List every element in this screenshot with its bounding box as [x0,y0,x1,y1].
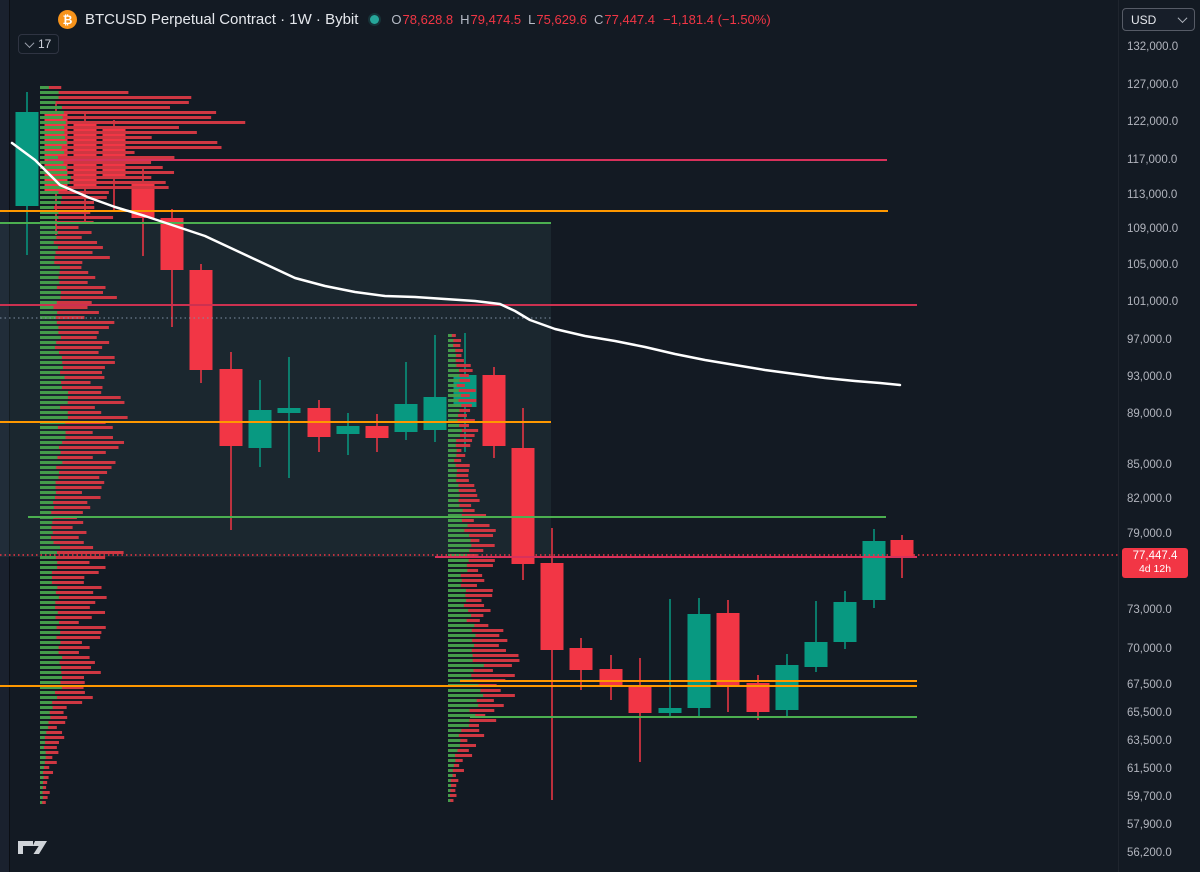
candle-down[interactable] [482,367,506,458]
price-tick: 57,900.0 [1127,819,1172,831]
candle-down[interactable] [599,655,623,700]
price-tick: 79,000.0 [1127,528,1172,540]
candle-down[interactable] [365,414,389,452]
candle-down[interactable] [716,600,740,712]
price-axis[interactable]: USD 132,000.0 127,000.0 122,000.0 117,000.0… [1118,0,1200,872]
price-tick: 56,200.0 [1127,847,1172,859]
price-tick: 67,500.0 [1127,679,1172,691]
volume-profile-left [40,86,246,804]
candle-up[interactable] [658,599,682,718]
bar-close-countdown: 4d 12h [1138,563,1172,576]
candle-up[interactable] [248,380,272,467]
candle-down[interactable] [540,528,564,800]
ohlc-item: O78,628.8 [391,12,454,27]
price-level-lines [0,159,917,718]
price-tick: 97,000.0 [1127,334,1172,346]
candle-up[interactable] [862,529,886,608]
current-price-value: 77,447.4 [1132,550,1178,562]
candle-up[interactable] [687,598,711,718]
ohlc-values: O78,628.8 H79,474.5 L75,629.6 C77,447.4 [391,12,655,27]
symbol-title[interactable]: BTCUSD Perpetual Contract · 1W · Bybit [85,11,359,28]
candle-down[interactable] [160,209,184,327]
pane-left-edge [0,0,10,872]
currency-toggle-button[interactable]: USD [1122,8,1195,31]
price-tick: 105,000.0 [1127,259,1179,271]
price-tick: 93,000.0 [1127,371,1172,383]
candle-up[interactable] [15,92,39,255]
tradingview-logo[interactable] [18,841,48,862]
candle-down[interactable] [628,658,652,762]
chevron-down-icon [1177,13,1188,24]
chart-pane[interactable]: ₿ BTCUSD Perpetual Contract · 1W · Bybit… [0,0,1118,872]
candle-up[interactable] [277,357,301,478]
price-tick: 122,000.0 [1127,116,1179,128]
candle-down[interactable] [219,352,243,530]
price-tick: 73,000.0 [1127,604,1172,616]
change-value: −1,181.4 (−1.50%) [663,12,771,27]
dotted-lines [0,317,1118,556]
currency-label: USD [1131,12,1157,27]
candle-down[interactable] [189,264,213,383]
price-tick: 82,000.0 [1127,493,1172,505]
bar-count-chip[interactable]: 17 [18,34,60,54]
chevron-down-icon [24,37,35,48]
price-tick: 89,000.0 [1127,408,1172,420]
current-price-label: 77,447.4 4d 12h [1122,548,1188,579]
candle-up[interactable] [804,601,828,672]
chart-legend: ₿ BTCUSD Perpetual Contract · 1W · Bybit… [58,10,771,29]
ohlc-item: H79,474.5 [460,12,522,27]
ohlc-item: L75,629.6 [528,12,587,27]
candle-down[interactable] [746,675,770,720]
candle-down[interactable] [569,638,593,690]
price-tick: 70,000.0 [1127,643,1172,655]
bar-count-label: 17 [38,37,52,51]
candle-down[interactable] [511,408,535,580]
ohlc-item: C77,447.4 [594,12,655,27]
price-tick: 127,000.0 [1127,79,1179,91]
candle-up[interactable] [833,591,857,649]
price-tick: 59,700.0 [1127,791,1172,803]
price-tick: 65,500.0 [1127,707,1172,719]
price-tick: 117,000.0 [1127,154,1178,166]
price-tick: 113,000.0 [1127,189,1178,201]
ma-line [10,141,902,387]
price-tick: 132,000.0 [1127,41,1179,53]
candle-up[interactable] [394,362,418,440]
market-status-dot[interactable] [370,15,380,24]
bitcoin-icon: ₿ [58,10,77,29]
candle-up[interactable] [336,413,360,455]
price-tick: 85,000.0 [1127,459,1172,471]
price-tick: 109,000.0 [1127,223,1179,235]
price-tick: 63,500.0 [1127,735,1172,747]
price-tick: 61,500.0 [1127,763,1172,775]
price-chart-canvas[interactable] [0,0,1118,872]
price-tick: 101,000.0 [1127,296,1179,308]
